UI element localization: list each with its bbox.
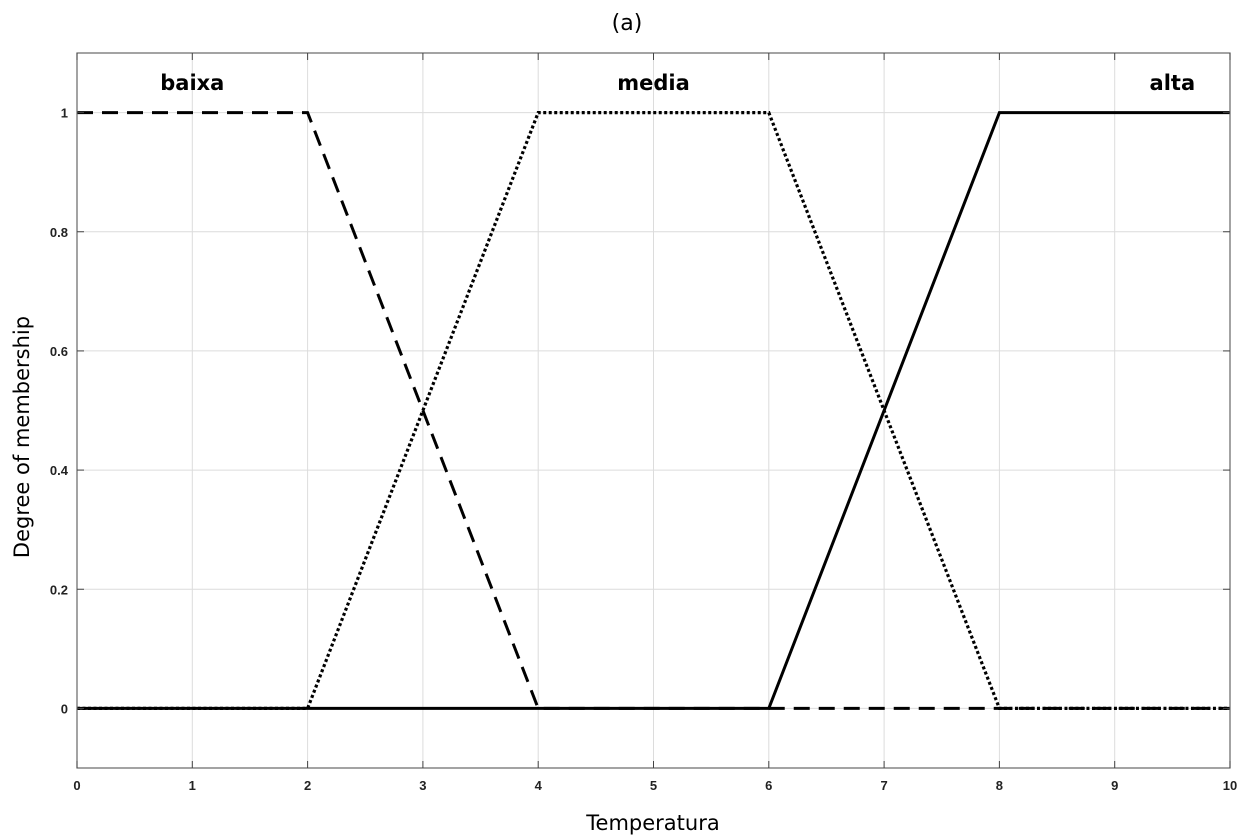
series-label-alta: alta bbox=[1150, 71, 1196, 95]
x-axis-label: Temperatura bbox=[585, 811, 719, 835]
chart-title: (a) bbox=[612, 11, 643, 36]
y-axis-label: Degree of membership bbox=[10, 316, 34, 558]
series-lines bbox=[77, 110, 1230, 711]
x-tick-label: 7 bbox=[880, 778, 887, 793]
x-tick-label: 4 bbox=[535, 778, 543, 793]
series-label-baixa: baixa bbox=[160, 71, 224, 95]
axis-ticks: 0 1 2 3 4 5 6 7 8 9 10 0 0.2 0.4 0.6 0.8 1 bbox=[50, 53, 1237, 793]
x-tick-label: 1 bbox=[189, 778, 196, 793]
grid bbox=[77, 53, 1230, 768]
y-tick-label: 0.6 bbox=[50, 344, 68, 359]
x-tick-label: 5 bbox=[650, 778, 657, 793]
series-line-media bbox=[77, 110, 1230, 711]
x-tick-label: 9 bbox=[1111, 778, 1118, 793]
y-tick-label: 1 bbox=[61, 106, 68, 121]
x-tick-label: 8 bbox=[996, 778, 1003, 793]
y-tick-label: 0.4 bbox=[50, 463, 69, 478]
y-tick-label: 0 bbox=[61, 701, 68, 716]
y-tick-label: 0.2 bbox=[50, 582, 68, 597]
x-tick-label: 0 bbox=[73, 778, 80, 793]
series-label-media: media bbox=[617, 71, 690, 95]
x-tick-label: 3 bbox=[419, 778, 426, 793]
x-tick-label: 2 bbox=[304, 778, 311, 793]
x-tick-label: 6 bbox=[765, 778, 772, 793]
series-line-alta bbox=[77, 111, 1230, 710]
y-tick-label: 0.8 bbox=[50, 225, 68, 240]
x-tick-label: 10 bbox=[1223, 778, 1237, 793]
series-labels: baixa media alta bbox=[160, 71, 1195, 95]
